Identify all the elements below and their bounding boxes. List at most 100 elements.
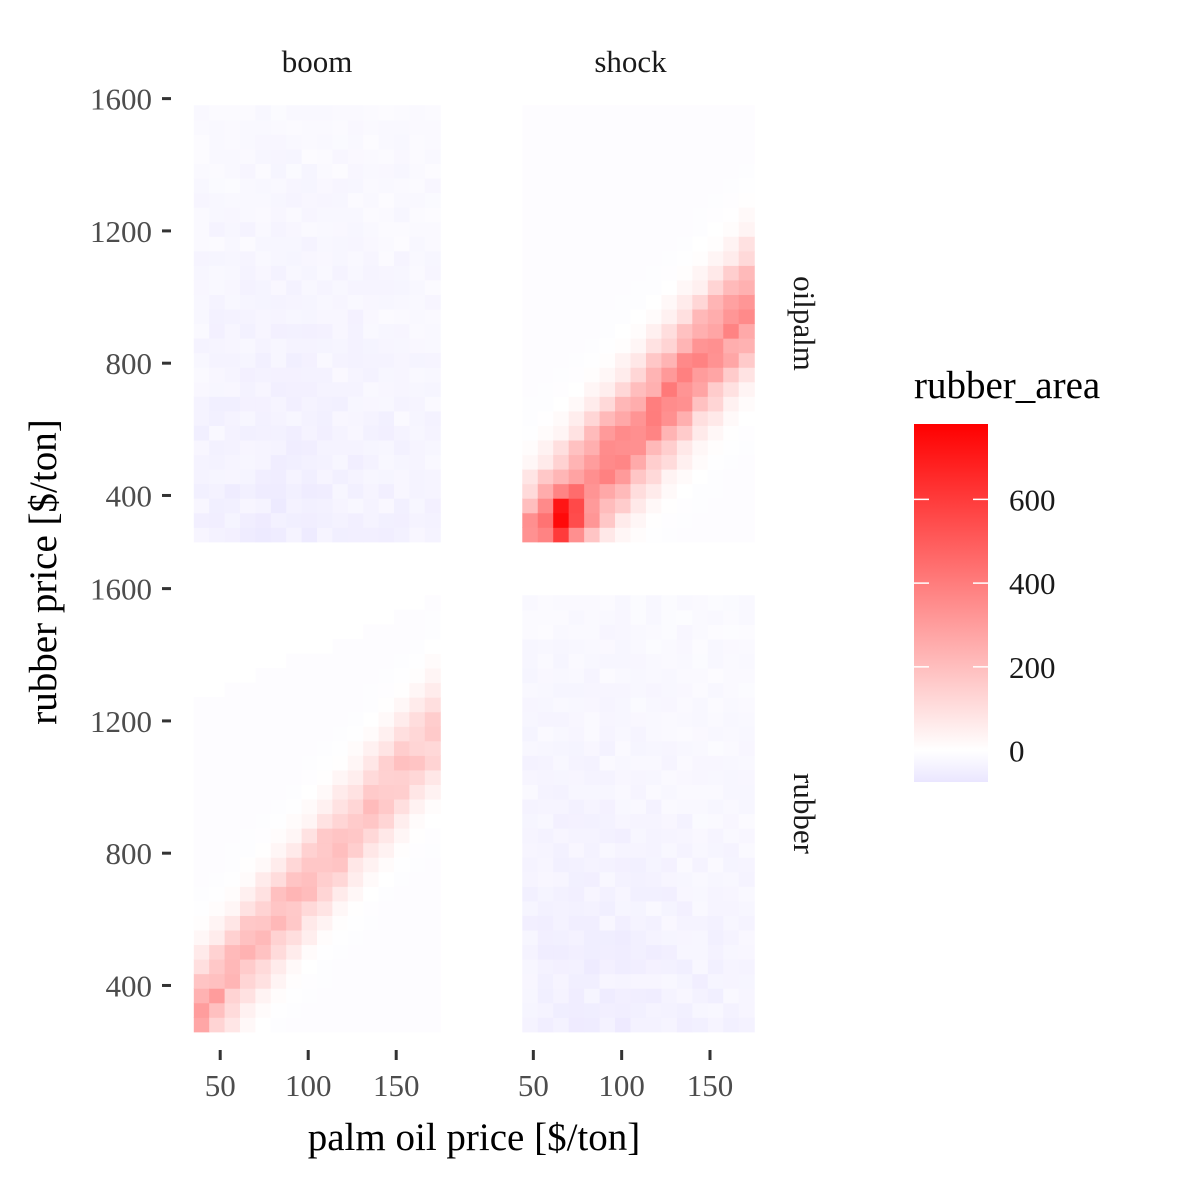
heatmap-cell bbox=[347, 265, 364, 281]
heatmap-cell bbox=[584, 769, 601, 785]
heatmap-cell bbox=[522, 697, 539, 713]
heatmap-cell bbox=[347, 842, 364, 858]
heatmap-cell bbox=[553, 134, 570, 150]
heatmap-cell bbox=[317, 294, 333, 310]
heatmap-cell bbox=[394, 697, 410, 713]
heatmap-cell bbox=[692, 221, 709, 237]
heatmap-cell bbox=[661, 381, 678, 397]
heatmap-cell bbox=[409, 726, 426, 742]
heatmap-cell bbox=[363, 653, 380, 669]
heatmap-cell bbox=[522, 323, 539, 339]
heatmap-cell bbox=[286, 410, 303, 426]
heatmap-cell bbox=[317, 207, 333, 223]
heatmap-cell bbox=[394, 483, 410, 499]
heatmap-cell bbox=[568, 697, 585, 713]
heatmap-cell bbox=[409, 250, 426, 266]
heatmap-cell bbox=[255, 842, 272, 858]
heatmap-cell bbox=[553, 667, 570, 684]
heatmap-cell bbox=[424, 338, 441, 354]
heatmap-cell bbox=[363, 944, 380, 960]
heatmap-cell bbox=[424, 367, 441, 383]
heatmap-cell bbox=[537, 711, 554, 727]
heatmap-cell bbox=[255, 900, 272, 916]
x-tick-label: 150 bbox=[373, 1068, 420, 1103]
heatmap-cell bbox=[378, 279, 395, 295]
heatmap-cell bbox=[332, 163, 349, 179]
heatmap-cell bbox=[332, 323, 349, 339]
heatmap-cell bbox=[661, 483, 678, 499]
heatmap-cell bbox=[378, 740, 395, 756]
heatmap-cell bbox=[209, 813, 226, 829]
heatmap-cell bbox=[692, 667, 709, 684]
heatmap-cell bbox=[568, 959, 585, 975]
heatmap-cell bbox=[676, 697, 693, 713]
heatmap-cell bbox=[522, 163, 539, 179]
heatmap-cell bbox=[584, 711, 601, 727]
heatmap-cell bbox=[409, 192, 426, 208]
heatmap-cell bbox=[676, 163, 693, 179]
heatmap-cell bbox=[707, 425, 724, 441]
heatmap-cell bbox=[270, 915, 287, 931]
heatmap-cell bbox=[615, 396, 632, 412]
heatmap-cell bbox=[661, 207, 678, 223]
heatmap-cell bbox=[193, 323, 210, 339]
heatmap-cell bbox=[553, 483, 570, 499]
heatmap-cell bbox=[193, 294, 210, 310]
heatmap-cell bbox=[363, 265, 380, 281]
heatmap-cell bbox=[615, 988, 632, 1004]
heatmap-cell bbox=[193, 454, 210, 470]
heatmap-cell bbox=[332, 425, 349, 441]
heatmap-cell bbox=[286, 653, 303, 669]
heatmap-cell bbox=[424, 988, 441, 1004]
heatmap-cell bbox=[424, 697, 441, 713]
heatmap-cell bbox=[661, 609, 678, 625]
heatmap-cell bbox=[363, 498, 380, 514]
heatmap-cell bbox=[317, 527, 333, 543]
heatmap-cell bbox=[661, 192, 678, 208]
heatmap-cell bbox=[209, 973, 226, 989]
heatmap-cell bbox=[599, 221, 616, 237]
heatmap-cell bbox=[738, 944, 755, 960]
heatmap-cell bbox=[255, 396, 272, 412]
heatmap-cell bbox=[209, 119, 226, 135]
heatmap-cell bbox=[424, 667, 441, 684]
heatmap-cell bbox=[209, 221, 226, 237]
heatmap-cell bbox=[568, 134, 585, 150]
heatmap-cell bbox=[707, 105, 724, 121]
heatmap-cell bbox=[378, 323, 395, 339]
heatmap-cell bbox=[599, 624, 616, 640]
x-axis: 50 100 150 50 100 150 bbox=[205, 1050, 733, 1103]
heatmap-cell bbox=[409, 236, 426, 252]
heatmap-cell bbox=[553, 410, 570, 426]
heatmap-cell bbox=[209, 279, 226, 295]
heatmap-cell bbox=[378, 959, 395, 975]
heatmap-cell bbox=[409, 294, 426, 310]
heatmap-cell bbox=[347, 915, 364, 931]
heatmap-cell bbox=[363, 798, 380, 815]
heatmap-cell bbox=[692, 886, 709, 902]
heatmap-cell bbox=[378, 308, 395, 325]
heatmap-cell bbox=[301, 653, 318, 669]
heatmap-cell bbox=[630, 813, 647, 829]
heatmap-cell bbox=[645, 871, 663, 887]
heatmap-cell bbox=[363, 784, 380, 800]
heatmap-cell bbox=[317, 483, 333, 499]
heatmap-cell bbox=[676, 308, 693, 325]
heatmap-cell bbox=[568, 498, 585, 514]
heatmap-cell bbox=[378, 207, 395, 223]
heatmap-cell bbox=[209, 454, 226, 470]
heatmap-cell bbox=[692, 813, 709, 829]
heatmap-cell bbox=[394, 1002, 410, 1018]
heatmap-cell bbox=[553, 973, 570, 989]
heatmap-cell bbox=[240, 959, 256, 975]
heatmap-cell bbox=[193, 469, 210, 485]
heatmap-cell bbox=[409, 527, 426, 543]
heatmap-cell bbox=[301, 236, 318, 252]
heatmap-cell bbox=[645, 308, 663, 325]
heatmap-cell bbox=[255, 352, 272, 368]
heatmap-cell bbox=[723, 469, 740, 485]
heatmap-cell bbox=[255, 469, 272, 485]
heatmap-cell bbox=[363, 1017, 380, 1033]
heatmap-cell bbox=[224, 784, 241, 800]
heatmap-cell bbox=[661, 784, 678, 800]
